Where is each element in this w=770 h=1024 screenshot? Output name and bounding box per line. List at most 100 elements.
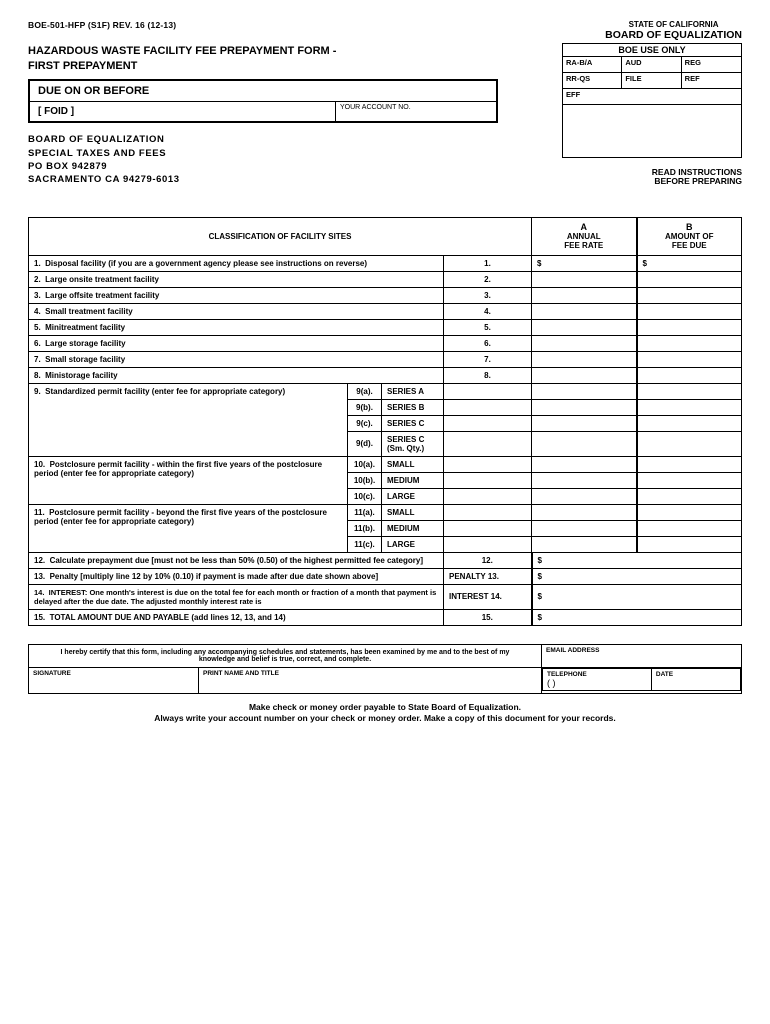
fee-rate-input[interactable] bbox=[532, 319, 637, 335]
row-desc: 5. Minitreatment facility bbox=[29, 319, 444, 335]
fee-due-input[interactable] bbox=[637, 472, 742, 488]
read-2: BEFORE PREPARING bbox=[562, 177, 742, 186]
mailing-address: BOARD OF EQUALIZATION SPECIAL TAXES AND … bbox=[28, 133, 562, 186]
fee-rate-input[interactable] bbox=[532, 335, 637, 351]
footer-2: Always write your account number on your… bbox=[28, 713, 742, 724]
fee-due-input[interactable] bbox=[637, 303, 742, 319]
date-label: DATE bbox=[656, 671, 736, 678]
fee-due-input[interactable] bbox=[637, 431, 742, 456]
fee-rate-input[interactable] bbox=[532, 431, 637, 456]
row-13-amount[interactable]: $ bbox=[532, 568, 742, 584]
form-title-1: HAZARDOUS WASTE FACILITY FEE PREPAYMENT … bbox=[28, 45, 562, 58]
row-desc: 6. Large storage facility bbox=[29, 335, 444, 351]
boe-cell: FILE bbox=[622, 73, 681, 89]
row-num: 4. bbox=[444, 303, 532, 319]
row-num: 8. bbox=[444, 367, 532, 383]
fee-rate-input[interactable] bbox=[532, 415, 637, 431]
fee-due-input[interactable] bbox=[637, 488, 742, 504]
sub-num: 9(c). bbox=[348, 415, 382, 431]
sub-label: SERIES A bbox=[382, 383, 444, 399]
sub-num: 10(c). bbox=[348, 488, 382, 504]
fee-due-input[interactable] bbox=[637, 319, 742, 335]
fee-due-input[interactable] bbox=[637, 456, 742, 472]
fee-rate-input[interactable] bbox=[532, 271, 637, 287]
fee-due-input[interactable] bbox=[637, 520, 742, 536]
row-12-amount[interactable]: $ bbox=[532, 552, 742, 568]
sub-num: 11(a). bbox=[348, 504, 382, 520]
fee-due-input[interactable] bbox=[637, 536, 742, 552]
sub-blank bbox=[444, 431, 532, 456]
certification-table: I hereby certify that this form, includi… bbox=[28, 644, 742, 694]
sub-num: 10(a). bbox=[348, 456, 382, 472]
fee-rate-input[interactable] bbox=[532, 367, 637, 383]
fee-rate-input[interactable]: $ bbox=[532, 255, 637, 271]
boe-use-box: BOE USE ONLY RA-B/A AUD REG RR-QS FILE R… bbox=[562, 43, 742, 158]
fee-due-input[interactable] bbox=[637, 335, 742, 351]
row-14-desc: 14. INTEREST: One month's interest is du… bbox=[29, 584, 444, 609]
row-12-num: 12. bbox=[444, 552, 532, 568]
fee-due-input[interactable] bbox=[637, 504, 742, 520]
fee-rate-input[interactable] bbox=[532, 303, 637, 319]
footer-1: Make check or money order payable to Sta… bbox=[28, 702, 742, 713]
sub-label: LARGE bbox=[382, 536, 444, 552]
row-14-amount[interactable]: $ bbox=[532, 584, 742, 609]
boe-use-title: BOE USE ONLY bbox=[563, 44, 741, 57]
state-block: STATE OF CALIFORNIA BOARD OF EQUALIZATIO… bbox=[605, 20, 742, 41]
row-num: 3. bbox=[444, 287, 532, 303]
row-desc: 9. Standardized permit facility (enter f… bbox=[29, 383, 348, 456]
row-15-desc: 15. TOTAL AMOUNT DUE AND PAYABLE (add li… bbox=[29, 609, 444, 625]
sub-num: 9(a). bbox=[348, 383, 382, 399]
fee-rate-input[interactable] bbox=[532, 472, 637, 488]
hdr-col-b: B AMOUNT OF FEE DUE bbox=[637, 217, 742, 255]
row-num: 7. bbox=[444, 351, 532, 367]
footer: Make check or money order payable to Sta… bbox=[28, 702, 742, 724]
fee-rate-input[interactable] bbox=[532, 383, 637, 399]
sub-num: 11(b). bbox=[348, 520, 382, 536]
boe-cell: REG bbox=[682, 57, 741, 73]
account-no-field[interactable]: YOUR ACCOUNT NO. bbox=[336, 102, 496, 121]
fee-due-input[interactable] bbox=[637, 383, 742, 399]
fee-rate-input[interactable] bbox=[532, 488, 637, 504]
tel-parens[interactable]: ( ) bbox=[547, 678, 647, 688]
fee-due-input[interactable] bbox=[637, 351, 742, 367]
row-num: 6. bbox=[444, 335, 532, 351]
foid-field[interactable]: [ FOID ] bbox=[30, 102, 336, 121]
row-desc: 8. Ministorage facility bbox=[29, 367, 444, 383]
boe-eff: EFF bbox=[563, 89, 741, 105]
classification-table: CLASSIFICATION OF FACILITY SITES A ANNUA… bbox=[28, 217, 742, 626]
sub-blank bbox=[444, 504, 532, 520]
row-num: 5. bbox=[444, 319, 532, 335]
state-name: STATE OF CALIFORNIA bbox=[605, 20, 742, 29]
row-desc: 3. Large offsite treatment facility bbox=[29, 287, 444, 303]
fee-rate-input[interactable] bbox=[532, 520, 637, 536]
row-num: 2. bbox=[444, 271, 532, 287]
fee-due-input[interactable] bbox=[637, 415, 742, 431]
addr-1: BOARD OF EQUALIZATION bbox=[28, 133, 562, 146]
boe-cell: AUD bbox=[622, 57, 681, 73]
fee-due-input[interactable] bbox=[637, 399, 742, 415]
hdr-classification: CLASSIFICATION OF FACILITY SITES bbox=[29, 217, 532, 255]
fee-rate-input[interactable] bbox=[532, 399, 637, 415]
boe-empty bbox=[563, 105, 741, 157]
fee-due-input[interactable] bbox=[637, 287, 742, 303]
fee-rate-input[interactable] bbox=[532, 287, 637, 303]
sub-label: MEDIUM bbox=[382, 472, 444, 488]
fee-rate-input[interactable] bbox=[532, 456, 637, 472]
addr-4: SACRAMENTO CA 94279-6013 bbox=[28, 173, 562, 186]
fee-due-input[interactable] bbox=[637, 367, 742, 383]
sub-label: SERIES C bbox=[382, 415, 444, 431]
sub-num: 9(b). bbox=[348, 399, 382, 415]
fee-rate-input[interactable] bbox=[532, 351, 637, 367]
due-label: DUE ON OR BEFORE bbox=[30, 81, 496, 102]
sub-label: MEDIUM bbox=[382, 520, 444, 536]
sub-blank bbox=[444, 399, 532, 415]
row-15-amount[interactable]: $ bbox=[532, 609, 742, 625]
fee-due-input[interactable] bbox=[637, 271, 742, 287]
fee-rate-input[interactable] bbox=[532, 504, 637, 520]
row-desc: 1. Disposal facility (if you are a gover… bbox=[29, 255, 444, 271]
fee-rate-input[interactable] bbox=[532, 536, 637, 552]
fee-due-input[interactable]: $ bbox=[637, 255, 742, 271]
sub-blank bbox=[444, 472, 532, 488]
boe-cell: RR-QS bbox=[563, 73, 622, 89]
sub-label: LARGE bbox=[382, 488, 444, 504]
